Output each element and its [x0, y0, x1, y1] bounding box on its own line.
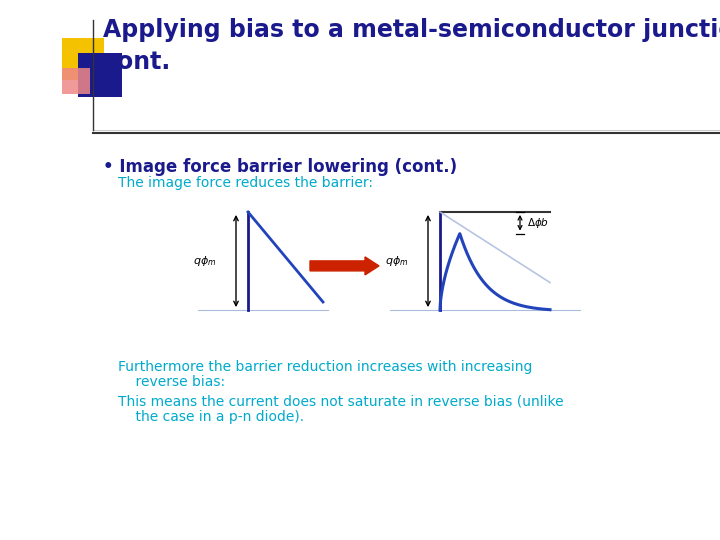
Text: The image force reduces the barrier:: The image force reduces the barrier:: [118, 176, 373, 190]
Text: This means the current does not saturate in reverse bias (unlike: This means the current does not saturate…: [118, 395, 564, 408]
Bar: [62, 38, 104, 80]
Text: cont.: cont.: [103, 50, 170, 74]
Text: $\Delta\phi b$: $\Delta\phi b$: [527, 216, 549, 230]
Text: $q\phi_m$: $q\phi_m$: [385, 254, 408, 268]
Text: Applying bias to a metal-semiconductor junction,: Applying bias to a metal-semiconductor j…: [103, 18, 720, 42]
Text: • Image force barrier lowering (cont.): • Image force barrier lowering (cont.): [103, 158, 457, 176]
Text: $q\phi_m$: $q\phi_m$: [193, 254, 217, 268]
Text: Furthermore the barrier reduction increases with increasing: Furthermore the barrier reduction increa…: [118, 360, 532, 374]
FancyArrow shape: [310, 257, 379, 275]
Text: reverse bias:: reverse bias:: [118, 375, 225, 389]
Bar: [78, 53, 122, 97]
Text: the case in a p-n diode).: the case in a p-n diode).: [118, 409, 304, 423]
Bar: [62, 68, 90, 94]
